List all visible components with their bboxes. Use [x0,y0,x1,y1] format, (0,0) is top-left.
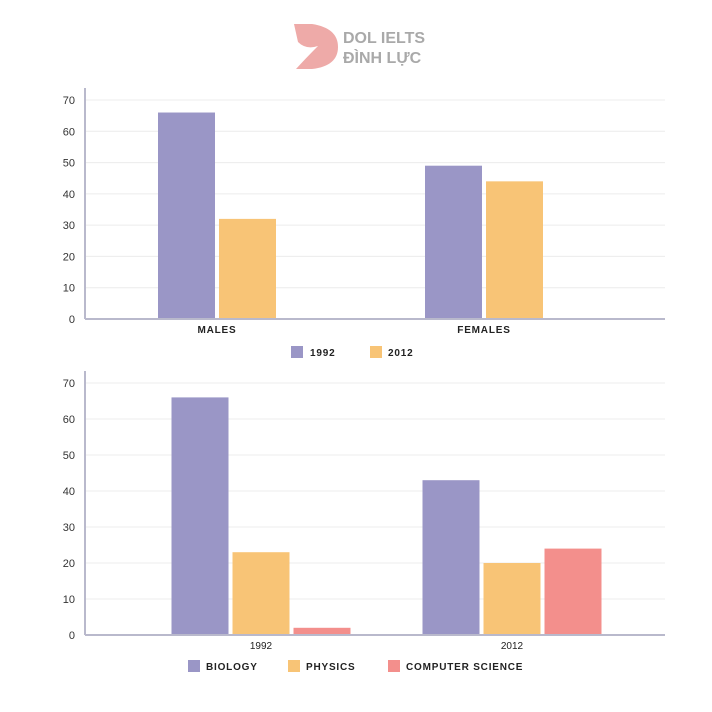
logo: DOL IELTS ĐÌNH LỰC [294,24,425,69]
x-tick-label: MALES [198,325,237,336]
x-tick-label: 1992 [250,641,273,652]
y-tick-label: 40 [63,486,75,498]
bar-2012-females [486,181,543,319]
y-tick-label: 20 [63,558,75,570]
legend-label: COMPUTER SCIENCE [406,662,523,673]
legend-swatch [370,346,382,358]
legend-label: 2012 [388,348,413,359]
y-tick-label: 20 [63,251,75,263]
y-tick-label: 50 [63,450,75,462]
y-tick-label: 10 [63,283,75,295]
y-tick-label: 50 [63,158,75,170]
y-tick-label: 0 [69,314,75,326]
y-tick-label: 60 [63,414,75,426]
chart-subjects: 0 10 20 30 40 50 60 70 1992 2012 BIOLOGY PHYSICS COM… [63,371,665,673]
legend-swatch [188,660,200,672]
y-tick-label: 10 [63,594,75,606]
logo-line1: DOL IELTS [343,30,425,47]
logo-line2: ĐÌNH LỰC [343,48,422,67]
bar-biology-1992 [171,397,229,635]
legend-label: 1992 [310,348,335,359]
chart-gender: 0 10 20 30 40 50 60 70 MALES FEMALES 1992 2012 [63,88,665,359]
legend-swatch [291,346,303,358]
x-tick-label: FEMALES [457,325,510,336]
bar-2012-males [219,218,276,319]
legend: BIOLOGY PHYSICS COMPUTER SCIENCE [188,660,523,673]
legend-label: PHYSICS [306,662,356,673]
y-tick-label: 30 [63,522,75,534]
x-tick-label: 2012 [501,641,524,652]
y-tick-label: 0 [69,630,75,642]
bar-physics-1992 [232,552,290,635]
legend-label: BIOLOGY [206,662,258,673]
y-tick-label: 30 [63,220,75,232]
bar-computer-science-1992 [293,627,351,635]
legend-swatch [288,660,300,672]
y-tick-label: 70 [63,378,75,390]
y-tick-label: 70 [63,95,75,107]
bar-1992-males [158,112,215,319]
legend: 1992 2012 [291,346,413,359]
bar-physics-2012 [483,563,541,635]
y-tick-label: 40 [63,189,75,201]
bar-1992-females [425,165,482,319]
logo-mark [294,24,338,69]
bar-biology-2012 [422,480,480,635]
legend-swatch [388,660,400,672]
bar-computer-science-2012 [544,548,602,635]
y-tick-label: 60 [63,126,75,138]
